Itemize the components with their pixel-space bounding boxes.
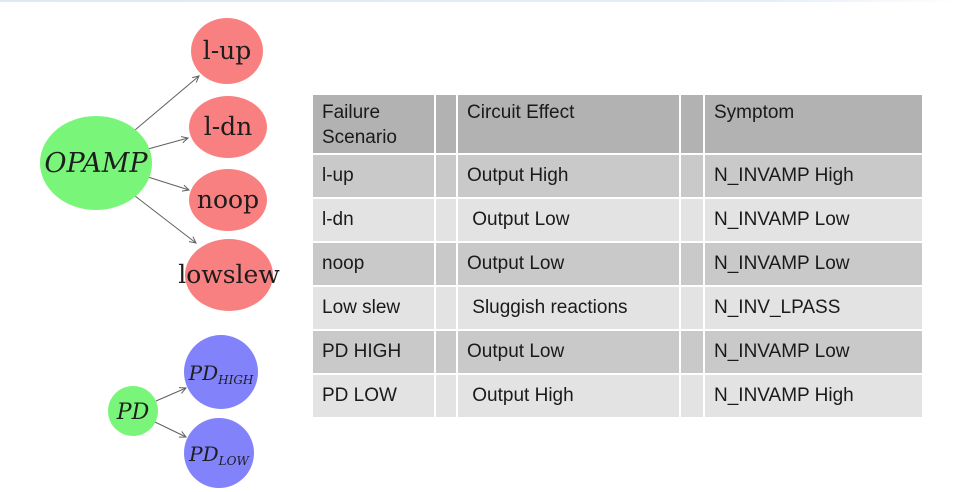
cell-symptom: N_INVAMP Low (705, 199, 922, 241)
node-l-dn-label: l-dn (204, 112, 253, 141)
cell-scenario: noop (313, 243, 434, 285)
node-l-up (191, 18, 263, 84)
header-symptom: Symptom (705, 95, 922, 153)
node-pd-high (184, 335, 258, 409)
cell-spacer (436, 199, 456, 241)
cell-spacer (436, 155, 456, 197)
edge-opamp-ldn (147, 136, 190, 150)
cell-scenario: PD LOW (313, 375, 434, 417)
cell-spacer (681, 155, 703, 197)
cell-scenario: Low slew (313, 287, 434, 329)
top-edge-strip (0, 0, 964, 2)
header-circuit-effect: Circuit Effect (458, 95, 679, 153)
cell-effect: Output Low (458, 199, 679, 241)
cell-spacer (436, 243, 456, 285)
node-noop (189, 169, 267, 231)
cell-spacer (436, 287, 456, 329)
edge-opamp-noop (147, 176, 191, 192)
cell-symptom: N_INVAMP Low (705, 243, 922, 285)
opamp-edges (134, 75, 200, 244)
cell-spacer (681, 375, 703, 417)
node-l-up-label: l-up (203, 36, 252, 65)
node-pd-low (184, 418, 254, 488)
node-lowslew (185, 239, 273, 311)
edge-pd-low (154, 421, 187, 438)
cell-spacer (436, 331, 456, 373)
cell-symptom: N_INVAMP High (705, 155, 922, 197)
cell-effect: Output Low (458, 331, 679, 373)
header-spacer-2 (681, 95, 703, 153)
cell-symptom: N_INVAMP Low (705, 331, 922, 373)
node-opamp (40, 116, 152, 210)
node-pd-label: PD (116, 400, 150, 425)
cell-effect: Output High (458, 375, 679, 417)
pd-edges (154, 387, 188, 438)
cell-spacer (681, 331, 703, 373)
cell-spacer (681, 243, 703, 285)
edge-opamp-lowslew (134, 195, 197, 244)
cell-spacer (436, 375, 456, 417)
node-noop-label: noop (197, 185, 259, 214)
node-pd-high-label: PDHIGH (188, 361, 254, 387)
cell-spacer (681, 287, 703, 329)
edge-opamp-lup (134, 75, 200, 131)
node-pd (108, 386, 158, 436)
cell-effect: Output Low (458, 243, 679, 285)
cell-symptom: N_INVAMP High (705, 375, 922, 417)
node-l-dn (189, 96, 267, 158)
cell-symptom: N_INV_LPASS (705, 287, 922, 329)
failure-scenario-table: Failure Scenario Circuit Effect Symptom … (313, 95, 922, 417)
header-spacer-1 (436, 95, 456, 153)
cell-effect: Sluggish reactions (458, 287, 679, 329)
header-failure-scenario: Failure Scenario (313, 95, 434, 153)
cell-effect: Output High (458, 155, 679, 197)
fault-tree-diagram: OPAMP l-up l-dn noop lowslew PD PDHIGH P… (40, 18, 280, 488)
cell-scenario: l-dn (313, 199, 434, 241)
node-pd-low-label: PDLOW (188, 442, 250, 468)
edge-pd-high (155, 387, 188, 402)
cell-scenario: PD HIGH (313, 331, 434, 373)
node-lowslew-label: lowslew (178, 260, 280, 289)
node-opamp-label: OPAMP (44, 148, 148, 179)
cell-spacer (681, 199, 703, 241)
cell-scenario: l-up (313, 155, 434, 197)
